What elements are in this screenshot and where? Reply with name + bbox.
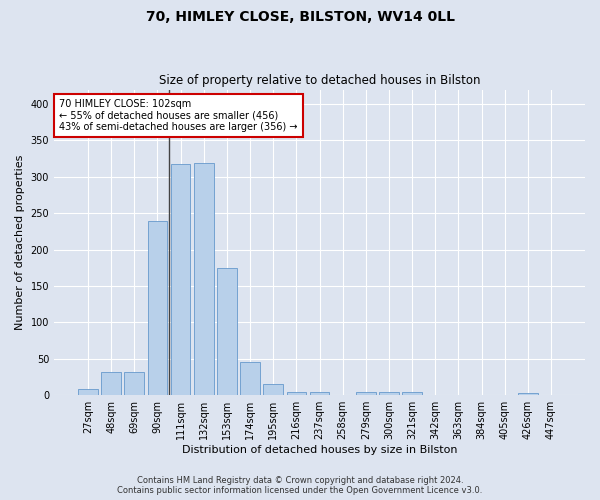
Bar	[356, 392, 376, 395]
Title: Size of property relative to detached houses in Bilston: Size of property relative to detached ho…	[159, 74, 480, 87]
Bar	[310, 392, 329, 395]
Bar	[194, 163, 214, 395]
Bar	[518, 393, 538, 395]
Bar	[240, 362, 260, 395]
Bar	[171, 164, 190, 395]
Bar	[287, 392, 306, 395]
Bar	[217, 268, 237, 395]
Bar	[124, 372, 144, 395]
Bar	[263, 384, 283, 395]
Text: 70, HIMLEY CLOSE, BILSTON, WV14 0LL: 70, HIMLEY CLOSE, BILSTON, WV14 0LL	[146, 10, 455, 24]
Y-axis label: Number of detached properties: Number of detached properties	[15, 154, 25, 330]
Bar	[148, 222, 167, 395]
Bar	[101, 372, 121, 395]
Text: Contains HM Land Registry data © Crown copyright and database right 2024.
Contai: Contains HM Land Registry data © Crown c…	[118, 476, 482, 495]
Text: 70 HIMLEY CLOSE: 102sqm
← 55% of detached houses are smaller (456)
43% of semi-d: 70 HIMLEY CLOSE: 102sqm ← 55% of detache…	[59, 98, 298, 132]
Bar	[402, 392, 422, 395]
X-axis label: Distribution of detached houses by size in Bilston: Distribution of detached houses by size …	[182, 445, 457, 455]
Bar	[379, 392, 399, 395]
Bar	[78, 390, 98, 395]
